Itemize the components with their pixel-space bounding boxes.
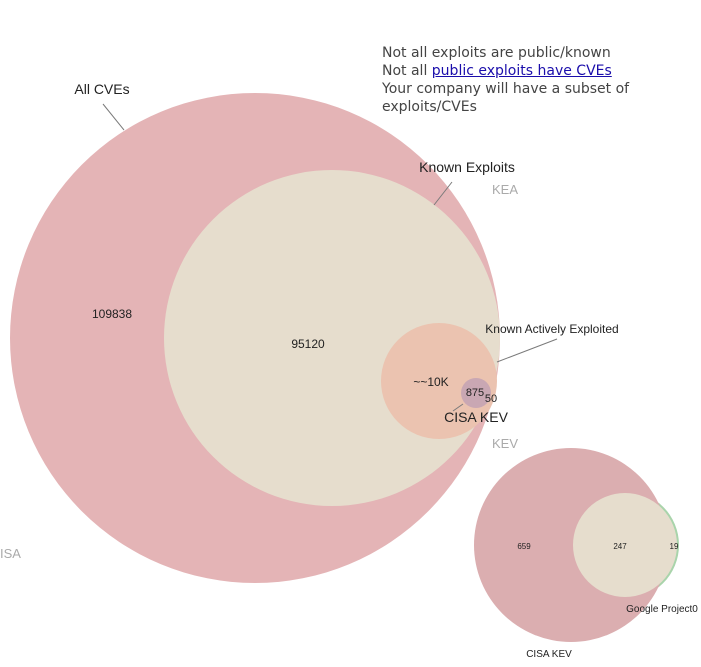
cisa-kev-circle — [461, 378, 491, 408]
known-exploits-leader-line — [433, 181, 453, 206]
cisa-kev-count: 875 — [466, 387, 484, 399]
kea-label: KEA — [492, 182, 518, 197]
notes-block: Not all exploits are public/known Not al… — [382, 44, 682, 116]
note-line-2: Not all public exploits have CVEs — [382, 62, 682, 80]
google-project0-label: Google Project0 — [626, 604, 698, 615]
known-actively-exploited-label: Known Actively Exploited — [485, 322, 618, 336]
small-overlap-circle — [573, 493, 677, 597]
note-line-3: Your company will have a subset of explo… — [382, 81, 630, 115]
small-cisa-kev-label: CISA KEV — [526, 649, 572, 660]
note-line-1: Not all exploits are public/known — [382, 45, 611, 61]
small-overlap-count: 247 — [613, 542, 627, 551]
kev-label: KEV — [492, 436, 518, 451]
all-cves-count: 109838 — [92, 307, 132, 321]
all-cves-label: All CVEs — [74, 81, 129, 97]
known-actively-exploited-circle — [381, 323, 497, 439]
note-line-2-prefix: Not all — [382, 63, 432, 79]
known-exploits-count: 95120 — [291, 337, 325, 351]
public-exploits-link[interactable]: public exploits have CVEs — [431, 63, 612, 79]
known-actively-exploited-count: ~~10K — [413, 375, 448, 389]
extra-count: 50 — [485, 393, 497, 405]
cisa-kev-label: CISA KEV — [444, 409, 508, 425]
small-cisa-kev-count: 659 — [517, 542, 531, 551]
all-cves-leader-line — [102, 103, 125, 131]
known-exploits-label: Known Exploits — [419, 159, 515, 175]
cisa-side-label: ISA — [0, 546, 21, 561]
known-actively-exploited-leader-line — [496, 338, 558, 363]
google-project0-count: 19 — [670, 542, 679, 551]
cisa-kev-leader-line — [452, 403, 464, 412]
